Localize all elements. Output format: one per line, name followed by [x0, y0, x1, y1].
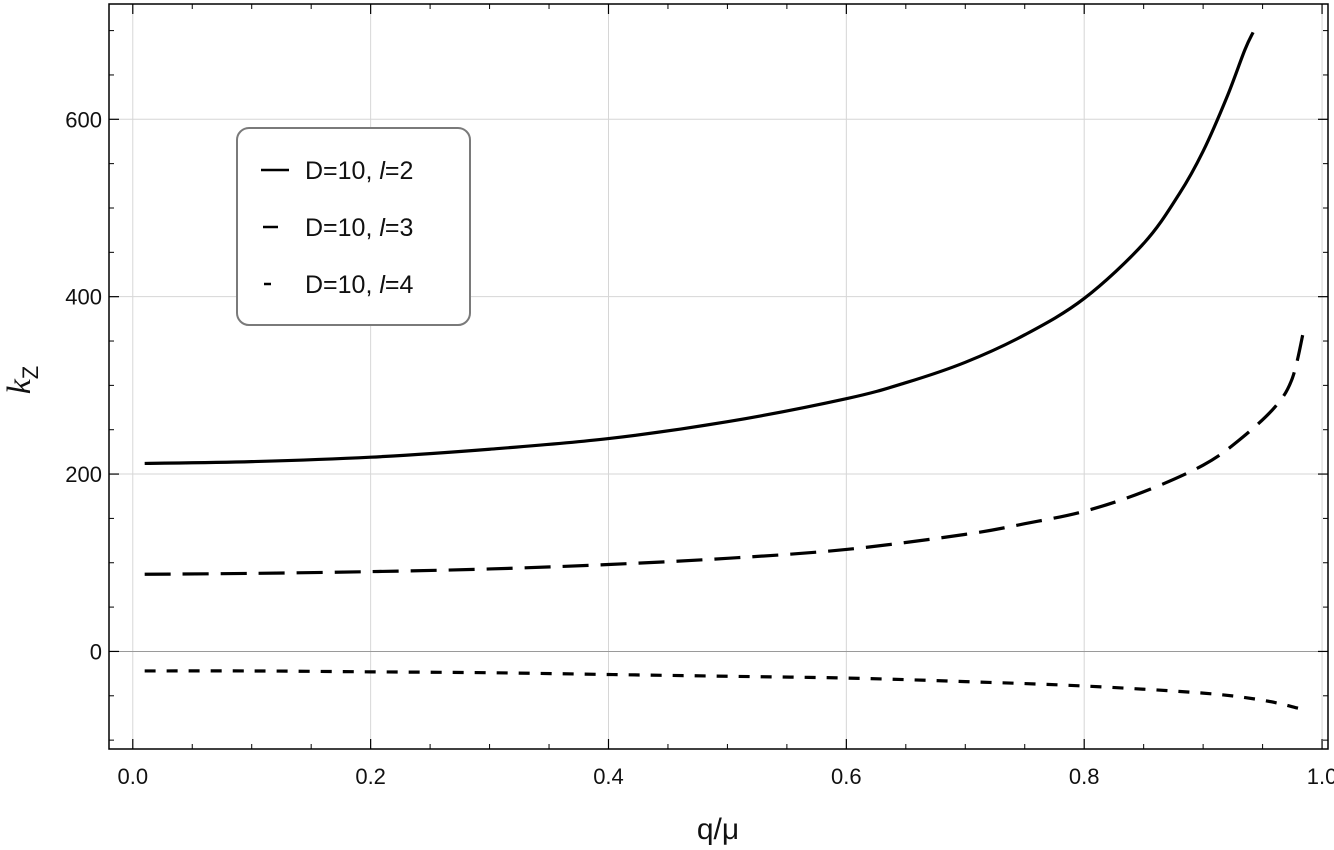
x-tick-label: 1.0 [1307, 764, 1334, 789]
legend-item-3: D=10, l=4 [264, 271, 414, 299]
legend-item-2: D=10, l=3 [263, 214, 413, 242]
grid-lines [109, 4, 1328, 749]
x-tick-label: 0.6 [831, 764, 862, 789]
x-tick-label: 0.4 [593, 764, 624, 789]
y-axis-label: kZ [1, 366, 43, 395]
plot-frame [108, 3, 1329, 750]
x-tick-label: 0.0 [117, 764, 148, 789]
x-axis-label: q/μ [697, 813, 739, 846]
legend-label: D=10, l=3 [305, 214, 413, 242]
legend-items: D=10, l=2 D=10, l=3 D=10, l=4 [261, 157, 414, 299]
x-tick-label: 0.2 [355, 764, 386, 789]
series-line-2 [144, 327, 1306, 576]
series-group [144, 31, 1306, 710]
major-ticks [109, 4, 1328, 749]
series-line-3 [144, 669, 1299, 710]
legend-label: D=10, l=2 [305, 157, 413, 185]
y-tick-label: 600 [65, 107, 102, 132]
legend-label: D=10, l=4 [305, 271, 414, 299]
y-axis-label-main: k [1, 378, 38, 394]
legend-item-1: D=10, l=2 [261, 157, 413, 185]
x-tick-label: 0.8 [1069, 764, 1100, 789]
legend-box [236, 127, 471, 326]
legend: D=10, l=2 D=10, l=3 D=10, l=4 [236, 127, 471, 326]
y-axis-label-subscript: Z [18, 366, 43, 379]
minor-ticks [109, 4, 1328, 749]
y-tick-label: 200 [65, 462, 102, 487]
y-tick-label: 0 [90, 639, 102, 664]
y-tick-labels: 0 200 400 600 [65, 107, 102, 664]
series-line-1 [144, 31, 1255, 466]
y-tick-label: 400 [65, 285, 102, 310]
x-tick-labels: 0.0 0.2 0.4 0.6 0.8 1.0 [117, 764, 1334, 789]
